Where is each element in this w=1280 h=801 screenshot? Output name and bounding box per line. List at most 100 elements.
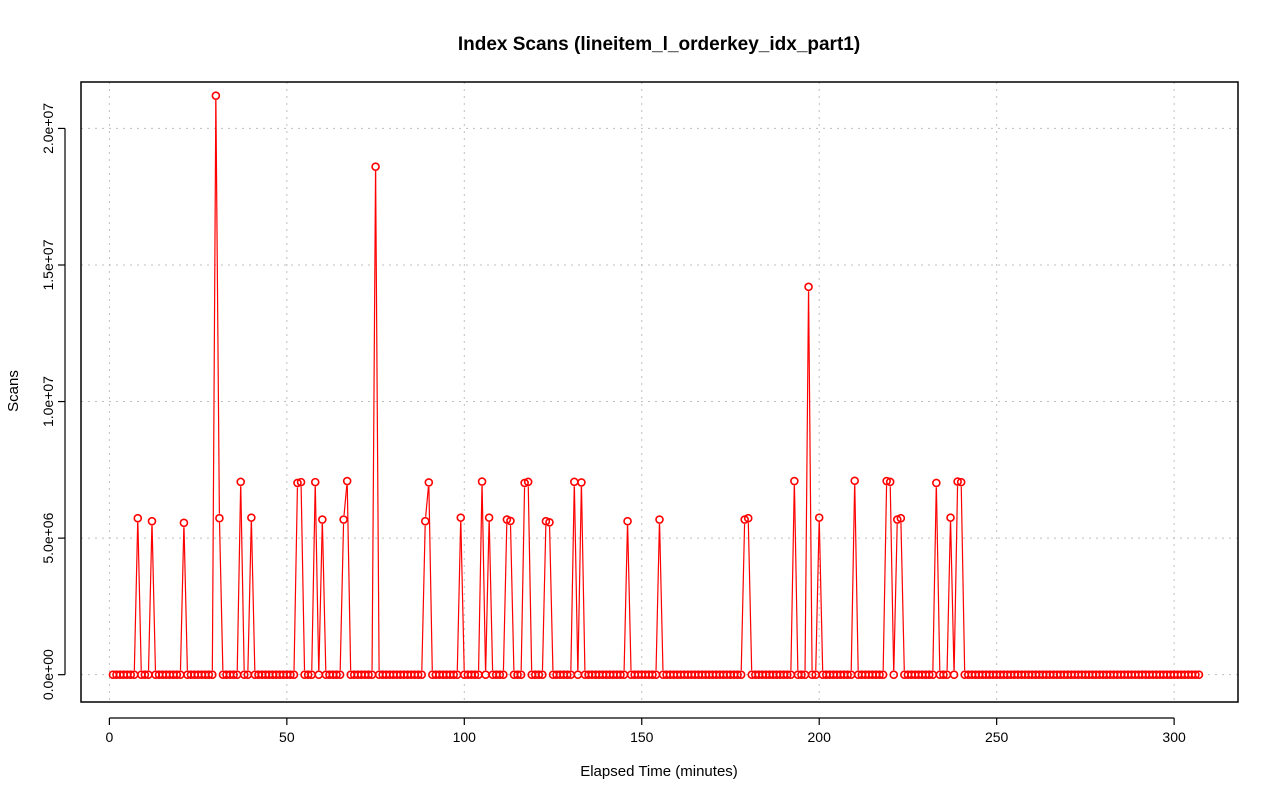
data-point <box>1191 670 1200 679</box>
x-tick-label: 50 <box>279 729 295 745</box>
series-segment <box>580 486 586 671</box>
data-point <box>420 516 430 526</box>
series-segment <box>818 522 824 671</box>
data-point <box>247 513 256 522</box>
data-point <box>204 670 214 679</box>
series-segment <box>893 524 898 671</box>
series-segment <box>889 486 895 671</box>
data-point <box>545 517 554 527</box>
plot-area-border <box>80 81 1239 703</box>
data-point <box>733 670 742 679</box>
data-point <box>413 670 423 679</box>
series-segment <box>502 524 508 671</box>
series-segment <box>371 171 377 671</box>
data-point <box>782 670 792 679</box>
data-point <box>470 670 480 679</box>
series-segment <box>460 522 465 671</box>
data-point <box>924 670 934 679</box>
y-axis-label: Scans <box>5 370 22 412</box>
data-point <box>1194 670 1204 679</box>
series-segment <box>240 486 245 671</box>
series-segment <box>815 522 820 671</box>
series-segment <box>740 524 746 671</box>
data-point <box>335 670 345 679</box>
data-point <box>449 670 458 679</box>
data-point <box>878 670 888 679</box>
data-point <box>882 476 891 486</box>
data-point <box>949 670 959 679</box>
data-point <box>623 516 632 526</box>
data-point <box>147 516 157 526</box>
data-point <box>339 515 348 524</box>
data-point <box>577 478 586 487</box>
data-point <box>303 670 313 679</box>
series-segment <box>293 487 299 671</box>
series-segment <box>577 486 582 671</box>
data-point <box>814 513 824 522</box>
data-point <box>956 477 966 487</box>
data-point <box>538 670 547 679</box>
series-segment <box>314 486 320 671</box>
data-point <box>562 670 572 679</box>
series-segment <box>477 486 483 671</box>
series-segment <box>900 522 905 671</box>
series-segment <box>808 291 813 671</box>
series-segment <box>747 522 753 671</box>
data-point <box>889 670 899 679</box>
data-point <box>296 477 306 487</box>
y-tick-label: 1.0e+07 <box>40 376 56 427</box>
data-point <box>371 162 380 171</box>
series-segment <box>428 486 433 671</box>
series-segment <box>793 485 799 671</box>
series-segment <box>421 525 426 671</box>
series-segment <box>950 522 955 671</box>
series-segment <box>346 485 352 671</box>
data-point <box>495 670 505 679</box>
data-point <box>573 670 583 679</box>
series-segment <box>318 524 323 671</box>
data-point <box>939 670 948 679</box>
data-point <box>208 670 217 679</box>
data-point <box>172 670 182 679</box>
y-tick-label: 2.0e+07 <box>40 103 56 154</box>
y-tick-label: 1.5e+07 <box>40 239 56 290</box>
grid-layer <box>81 82 1238 702</box>
data-point <box>953 477 962 486</box>
series-segment <box>321 524 327 671</box>
series-segment <box>456 522 462 671</box>
series-segment <box>375 171 380 671</box>
data-point <box>616 670 625 679</box>
data-point <box>133 513 143 523</box>
x-tick-label: 300 <box>1162 729 1186 745</box>
y-tick-label: 5.0e+06 <box>40 512 56 563</box>
series-segment <box>655 524 660 671</box>
series-segment <box>627 525 632 671</box>
series-segment <box>179 527 185 671</box>
series-segment <box>960 486 966 671</box>
data-point <box>211 91 221 100</box>
data-point <box>236 477 246 487</box>
data-point <box>570 477 579 487</box>
series-segment <box>953 486 959 671</box>
series-segment <box>311 486 316 671</box>
data-point <box>215 513 224 523</box>
series-segment <box>236 486 242 671</box>
series-segment <box>133 522 139 671</box>
data-point <box>477 477 487 486</box>
series-segment <box>570 486 575 671</box>
series-layer <box>108 91 1204 679</box>
data-point <box>516 670 526 679</box>
series-segment <box>488 522 494 671</box>
data-point <box>140 670 150 679</box>
data-point <box>286 670 295 679</box>
data-point <box>310 477 320 487</box>
data-point <box>499 670 508 679</box>
data-point <box>332 670 341 679</box>
series-segment <box>211 100 217 671</box>
data-point <box>932 478 941 488</box>
data-point <box>126 670 135 679</box>
x-tick-label: 150 <box>630 729 654 745</box>
data-point <box>342 476 352 486</box>
series-segment <box>946 522 952 671</box>
series-segment <box>804 291 810 671</box>
